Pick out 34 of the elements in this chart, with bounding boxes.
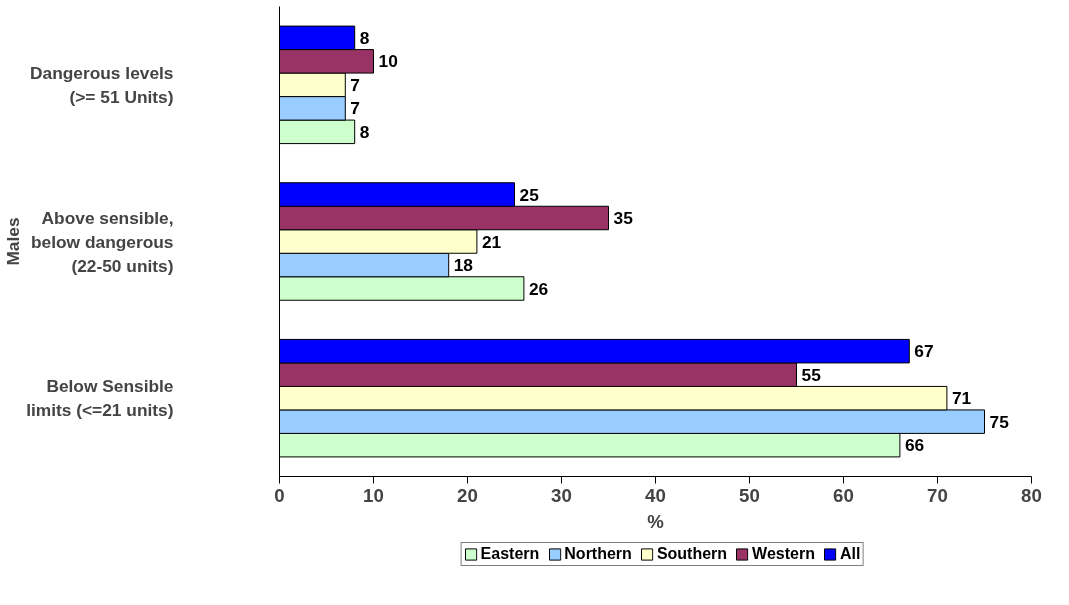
y-tick-label: Dangerous levels (>= 51 Units) (30, 62, 174, 107)
data-label: 75 (989, 411, 1010, 432)
x-tick-label: 80 (1021, 484, 1042, 506)
data-label: 25 (519, 184, 540, 205)
legend-label: Western (752, 545, 815, 563)
x-tick-label: 60 (833, 484, 854, 506)
legend-label: All (839, 545, 861, 563)
data-label: 35 (613, 208, 634, 228)
data-label: 10 (378, 51, 398, 72)
legend-label: Northern (564, 545, 632, 563)
data-label: 8 (359, 121, 370, 142)
data-label: 67 (914, 341, 934, 362)
x-tick-label: 10 (363, 484, 384, 506)
x-tick-label: 50 (739, 484, 760, 506)
data-label: 71 (951, 388, 972, 409)
data-label: 18 (453, 255, 474, 275)
data-label: 66 (904, 435, 925, 456)
x-tick-label: 70 (927, 484, 948, 506)
x-tick-label: 40 (645, 484, 666, 506)
x-tick-label: 0 (274, 484, 285, 506)
data-label: 7 (350, 74, 360, 95)
legend-label: Southern (656, 545, 728, 563)
x-axis-title: % (647, 510, 665, 532)
data-label: 21 (481, 231, 502, 252)
y-tick-label: Above sensible, below dangerous (22-50 units) (31, 207, 174, 276)
y-axis-title: Males (3, 217, 24, 266)
x-tick-label: 20 (457, 484, 478, 506)
data-label: 7 (350, 98, 360, 119)
data-label: 55 (801, 364, 822, 385)
x-tick-label: 30 (551, 484, 572, 506)
data-label: 8 (359, 27, 370, 48)
legend-label: Eastern (480, 545, 540, 563)
y-tick-label: Below Sensible limits (<=21 units) (26, 376, 174, 421)
data-label: 26 (528, 278, 549, 299)
